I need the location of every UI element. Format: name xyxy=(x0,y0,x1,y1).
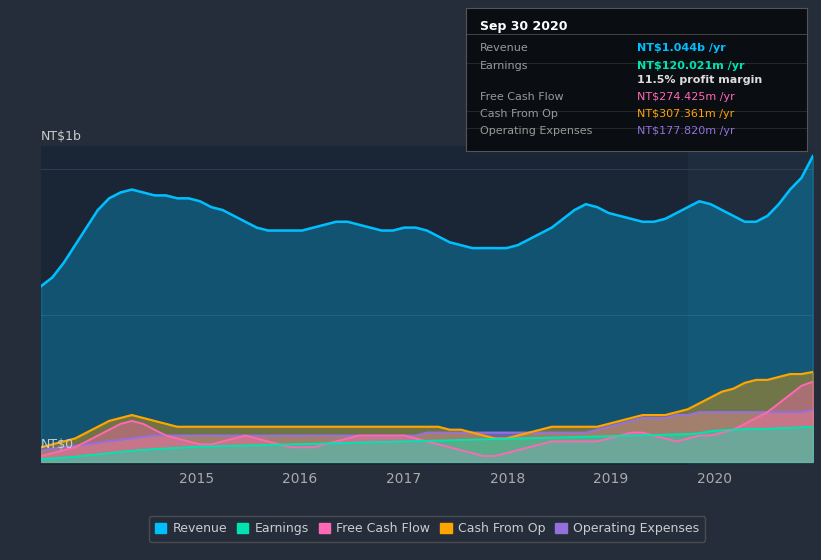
Text: Earnings: Earnings xyxy=(480,60,529,71)
Text: Cash From Op: Cash From Op xyxy=(480,109,557,119)
Text: Free Cash Flow: Free Cash Flow xyxy=(480,92,563,102)
Text: NT$120.021m /yr: NT$120.021m /yr xyxy=(637,60,744,71)
Text: NT$274.425m /yr: NT$274.425m /yr xyxy=(637,92,735,102)
Text: NT$0: NT$0 xyxy=(41,438,74,451)
Text: Sep 30 2020: Sep 30 2020 xyxy=(480,20,567,33)
Text: NT$1b: NT$1b xyxy=(41,130,82,143)
Text: Revenue: Revenue xyxy=(480,43,529,53)
Text: NT$1.044b /yr: NT$1.044b /yr xyxy=(637,43,726,53)
Legend: Revenue, Earnings, Free Cash Flow, Cash From Op, Operating Expenses: Revenue, Earnings, Free Cash Flow, Cash … xyxy=(149,516,705,542)
Text: NT$307.361m /yr: NT$307.361m /yr xyxy=(637,109,734,119)
Bar xyxy=(689,146,813,465)
Text: Operating Expenses: Operating Expenses xyxy=(480,126,592,136)
Text: NT$177.820m /yr: NT$177.820m /yr xyxy=(637,126,734,136)
Text: 11.5% profit margin: 11.5% profit margin xyxy=(637,75,762,85)
